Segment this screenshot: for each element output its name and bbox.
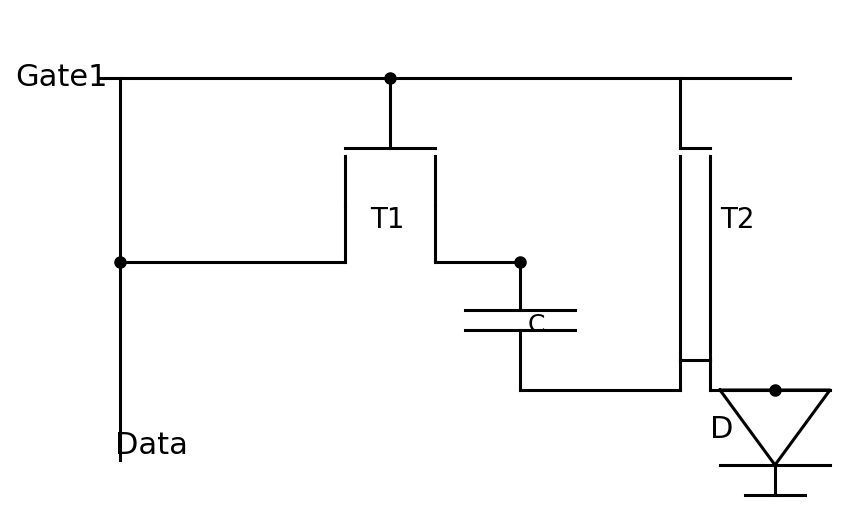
Text: Data: Data [115,430,188,460]
Text: T1: T1 [370,206,405,234]
Text: C: C [528,313,545,337]
Text: Gate1: Gate1 [15,63,108,93]
Text: T2: T2 [720,206,754,234]
Text: D: D [710,415,734,445]
